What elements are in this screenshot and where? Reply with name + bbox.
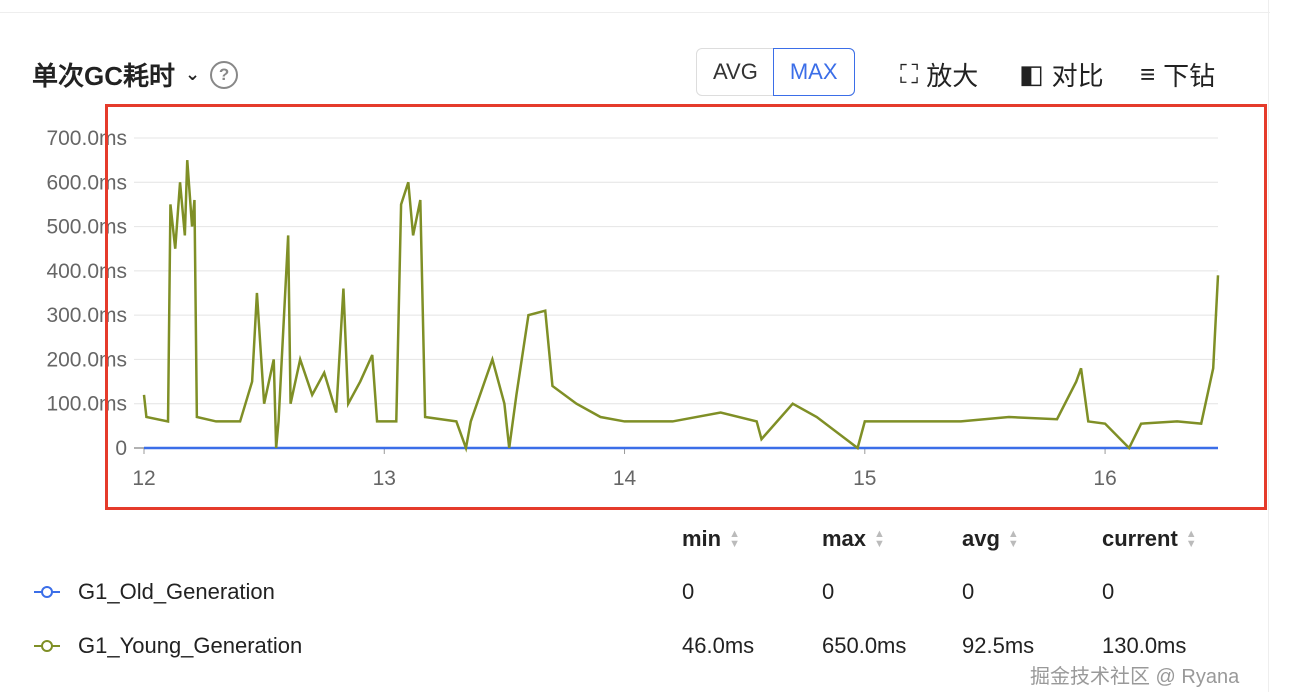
sort-icon[interactable]: ▲ ▼	[729, 528, 741, 550]
expand-icon: ⛶	[900, 58, 919, 89]
max-button[interactable]: MAX	[772, 48, 855, 96]
compare-icon: ◧	[1019, 59, 1044, 89]
aggregation-toggle[interactable]: AVG MAX	[696, 48, 855, 96]
y-tick-label: 0	[115, 437, 127, 460]
cell-avg: 92.5ms	[962, 633, 1035, 658]
cell-avg: 0	[962, 579, 975, 604]
x-tick-label: 14	[613, 467, 637, 490]
compare-label: 对比	[1051, 61, 1104, 91]
column-label: avg	[962, 526, 1000, 551]
divider	[1268, 0, 1269, 692]
sort-icon[interactable]: ▲ ▼	[1007, 528, 1019, 550]
legend-item[interactable]: G1_Old_Generation	[34, 580, 275, 604]
x-tick-label: 12	[132, 467, 155, 490]
series-marker-icon	[34, 640, 60, 652]
sort-icon[interactable]: ▲ ▼	[1185, 528, 1197, 550]
legend-item[interactable]: G1_Young_Generation	[34, 634, 302, 658]
compare-button[interactable]: ◧ 对比	[1019, 56, 1104, 93]
zoom-button[interactable]: ⛶ 放大	[900, 56, 978, 93]
avg-button[interactable]: AVG	[713, 59, 758, 84]
layers-icon: ≡	[1140, 59, 1156, 89]
chart-title[interactable]: 单次GC耗时 ⌄ ?	[32, 56, 239, 93]
divider	[0, 12, 1270, 13]
column-header-max[interactable]: max ▲ ▼	[822, 526, 885, 552]
column-header-current[interactable]: current ▲ ▼	[1102, 526, 1197, 552]
column-label: max	[822, 526, 867, 551]
cell-max: 650.0ms	[822, 633, 907, 658]
x-tick-label: 15	[853, 467, 876, 490]
drilldown-label: 下钻	[1163, 61, 1216, 91]
sort-icon[interactable]: ▲ ▼	[874, 528, 885, 550]
cell-current: 130.0ms	[1102, 633, 1187, 658]
column-label: current	[1102, 526, 1178, 551]
series-line-g1-young-generation	[142, 160, 1220, 453]
cell-current: 0	[1102, 579, 1115, 604]
x-tick-label: 13	[373, 467, 396, 490]
cell-min: 46.0ms	[682, 633, 755, 658]
watermark: 掘金技术社区 @ Ryana	[1030, 666, 1240, 688]
series-marker-icon	[34, 586, 60, 598]
help-icon[interactable]: ?	[210, 60, 239, 89]
cell-max: 0	[822, 579, 835, 604]
series-name: G1_Old_Generation	[78, 579, 275, 604]
chart-title-text: 单次GC耗时	[32, 61, 176, 91]
zoom-label: 放大	[926, 61, 979, 91]
column-header-min[interactable]: min ▲ ▼	[682, 526, 740, 552]
column-label: min	[682, 526, 722, 551]
column-header-avg[interactable]: avg ▲ ▼	[962, 526, 1019, 552]
cell-min: 0	[682, 579, 695, 604]
series-name: G1_Young_Generation	[78, 633, 303, 658]
chevron-down-icon[interactable]: ⌄	[185, 64, 201, 84]
drilldown-button[interactable]: ≡ 下钻	[1140, 56, 1215, 93]
highlight-frame	[105, 104, 1267, 510]
x-tick-label: 16	[1093, 467, 1116, 490]
